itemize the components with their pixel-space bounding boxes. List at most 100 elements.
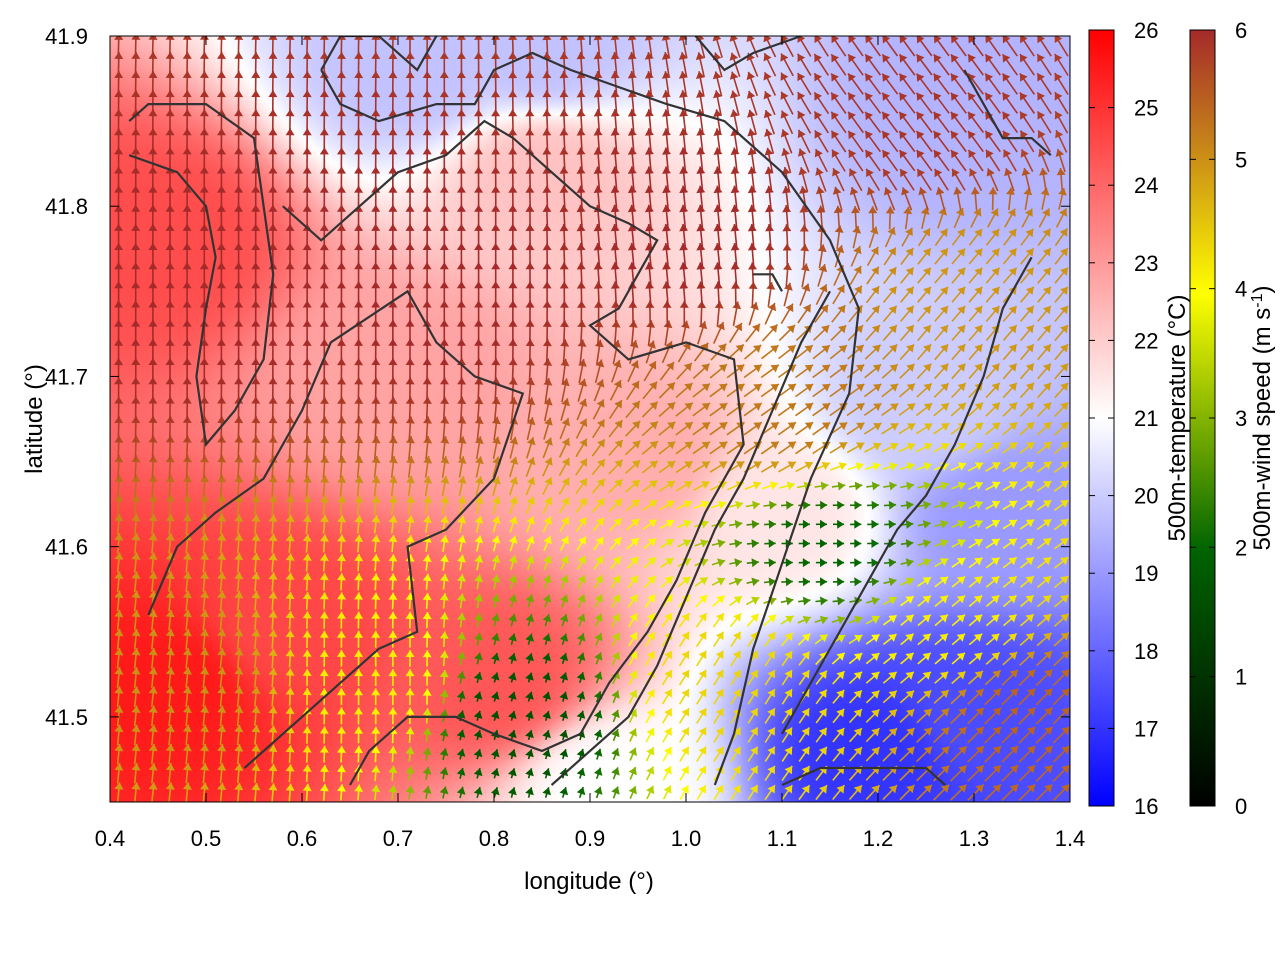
wind-vector (268, 686, 278, 707)
wind-vector (268, 494, 278, 516)
wind-vector (1054, 91, 1069, 115)
wind-vector (846, 442, 865, 454)
wind-vector (882, 727, 898, 743)
wind-vector (730, 128, 740, 155)
wind-vector (1035, 726, 1053, 744)
wind-vector (114, 571, 124, 592)
wind-vector (832, 708, 845, 724)
wind-vector (422, 747, 432, 761)
wind-vector (933, 382, 950, 398)
wind-vector (1036, 537, 1052, 550)
wind-vector (743, 383, 763, 398)
wind-vector (1037, 247, 1052, 265)
wind-vector (726, 383, 745, 398)
wind-vector (865, 690, 880, 704)
wind-vector (509, 436, 519, 459)
wind-vector (916, 36, 933, 57)
wind-vector (951, 594, 966, 608)
wind-vector (165, 533, 175, 554)
wind-vector (183, 667, 192, 688)
wind-vector (491, 555, 501, 571)
wind-vector (131, 533, 141, 554)
wind-vector (131, 590, 141, 612)
wind-vector (405, 688, 415, 706)
wind-vector (474, 554, 484, 571)
wind-vector (951, 228, 966, 246)
wind-vector (114, 590, 124, 612)
wind-vector (542, 652, 551, 664)
wind-vector (183, 628, 192, 650)
wind-vector (864, 111, 882, 133)
wind-vector (831, 36, 847, 57)
wind-vector (900, 481, 915, 491)
wind-vector (1021, 208, 1033, 228)
wind-vector (457, 456, 467, 478)
wind-vector (456, 36, 466, 59)
wind-vector (542, 457, 553, 477)
wind-vector (661, 612, 673, 628)
wind-vector (849, 708, 863, 724)
wind-vector (627, 593, 638, 608)
wind-vector (882, 343, 898, 360)
wind-vector (183, 686, 192, 707)
wind-vector (967, 462, 984, 472)
wind-vector (675, 382, 694, 399)
wind-vector (165, 686, 175, 707)
wind-vector (795, 461, 814, 473)
wind-vector (559, 417, 570, 440)
wind-vector (131, 628, 141, 650)
wind-vector (777, 421, 797, 436)
wind-vector (899, 708, 915, 723)
wind-vector (131, 474, 141, 498)
wind-vector (951, 633, 966, 646)
wind-vector (474, 515, 484, 533)
wind-vector (881, 149, 899, 172)
wind-vector (576, 36, 586, 59)
wind-vector (950, 442, 967, 453)
wind-vector (1002, 651, 1018, 666)
wind-vector (165, 628, 175, 650)
wind-vector (440, 475, 450, 497)
wind-vector (950, 707, 968, 725)
wind-vector (779, 481, 795, 491)
wind-vector (815, 500, 828, 510)
wind-vector (114, 474, 124, 498)
wind-vector (696, 765, 707, 782)
wind-vector (457, 631, 466, 647)
wind-vector (661, 36, 671, 59)
wind-vector (917, 576, 932, 587)
wind-vector (778, 344, 797, 360)
wind-colorbar-title: 500m-wind speed (m s-1) (1249, 286, 1277, 551)
wind-vector (559, 691, 569, 702)
wind-vector (439, 593, 449, 609)
wind-vector (268, 572, 278, 592)
wind-vector (934, 267, 949, 284)
wind-vector (1002, 362, 1018, 380)
wind-vector (625, 498, 641, 512)
wind-vector (883, 500, 897, 510)
wind-vector (951, 520, 966, 529)
wind-vector (798, 651, 811, 666)
wind-vector (815, 519, 827, 529)
wind-vector (815, 577, 828, 587)
wind-vector (658, 421, 676, 436)
wind-vector (696, 746, 707, 762)
wind-vector (1002, 382, 1018, 399)
wind-vector (131, 571, 141, 592)
wind-vector (611, 748, 620, 761)
wind-vector (1002, 500, 1018, 511)
wind-vector (405, 746, 415, 762)
wind-vector (1054, 266, 1069, 284)
wind-vector (594, 359, 605, 383)
wind-vector (710, 343, 727, 361)
wind-vector (473, 748, 483, 760)
wind-vector (863, 383, 882, 398)
wind-vector (319, 649, 329, 667)
temperature-contour (320, 36, 438, 72)
wind-vector (234, 648, 244, 669)
wind-vector (628, 747, 637, 761)
wind-vector (217, 648, 227, 669)
wind-vector (748, 301, 759, 326)
wind-vector (422, 766, 432, 780)
